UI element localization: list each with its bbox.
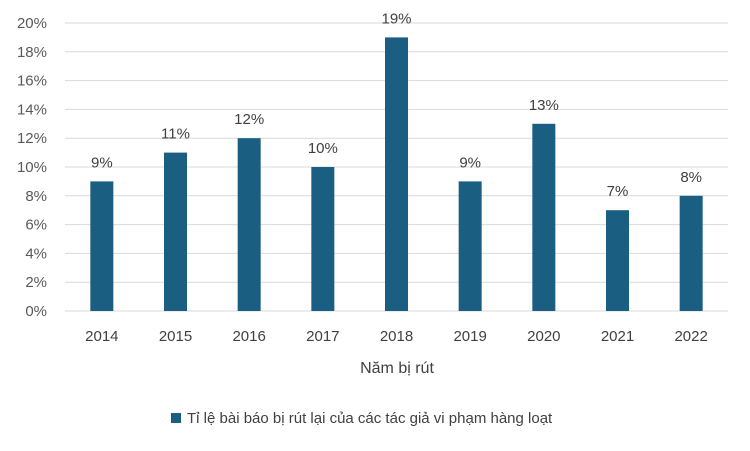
legend-swatch <box>171 413 181 423</box>
data-label-2019: 9% <box>459 154 481 171</box>
x-tick-label-2022: 2022 <box>674 328 707 345</box>
y-tick-label: 0% <box>25 303 47 320</box>
bars <box>90 37 703 312</box>
x-tick-label-2017: 2017 <box>306 328 339 345</box>
y-tick-label: 14% <box>17 101 47 118</box>
y-tick-label: 16% <box>17 73 47 90</box>
legend-label: Tỉ lệ bài báo bị rút lại của các tác giả… <box>187 410 553 427</box>
bar-2022 <box>679 195 703 311</box>
y-tick-label: 6% <box>25 217 47 234</box>
bar-2020 <box>532 123 556 311</box>
data-label-2022: 8% <box>680 169 702 186</box>
x-tick-label-2014: 2014 <box>85 328 118 345</box>
y-tick-label: 10% <box>17 159 47 176</box>
bar-2014 <box>90 181 114 311</box>
data-label-2015: 11% <box>161 126 190 143</box>
y-axis-ticks: 0% 2% 4% 6% 8% 10% 12% 14% 16% 18% 20% <box>17 15 47 320</box>
bar-2016 <box>237 138 261 311</box>
y-tick-label: 12% <box>17 130 47 147</box>
x-tick-label-2018: 2018 <box>380 328 413 345</box>
data-label-2016: 12% <box>234 111 264 128</box>
x-axis-title: Năm bị rút <box>360 360 434 377</box>
bar-2015 <box>164 152 187 311</box>
x-tick-label-2021: 2021 <box>601 328 634 345</box>
y-tick-label: 20% <box>17 15 47 32</box>
x-tick-label-2016: 2016 <box>232 328 265 345</box>
x-tick-label-2015: 2015 <box>159 328 192 345</box>
x-tick-label-2019: 2019 <box>453 328 486 345</box>
legend: Tỉ lệ bài báo bị rút lại của các tác giả… <box>171 410 553 427</box>
y-tick-label: 18% <box>17 44 47 61</box>
data-label-2017: 10% <box>308 140 338 157</box>
data-label-2020: 13% <box>529 97 559 114</box>
data-label-2014: 9% <box>91 154 113 171</box>
x-axis-ticks: 2014 2015 2016 2017 2018 2019 2020 2021 2022 <box>85 328 708 345</box>
x-tick-label-2020: 2020 <box>527 328 560 345</box>
y-tick-label: 8% <box>25 188 47 205</box>
bar-2017 <box>311 167 335 311</box>
y-tick-label: 2% <box>25 274 47 291</box>
data-labels: 9% 11% 12% 10% 19% 9% 13% 7% 8% <box>91 10 702 200</box>
bar-2018 <box>385 37 408 312</box>
bar-2021 <box>606 210 629 311</box>
data-label-2021: 7% <box>607 183 629 200</box>
data-label-2018: 19% <box>381 10 411 27</box>
y-tick-label: 4% <box>25 245 47 262</box>
bar-2019 <box>458 181 482 311</box>
